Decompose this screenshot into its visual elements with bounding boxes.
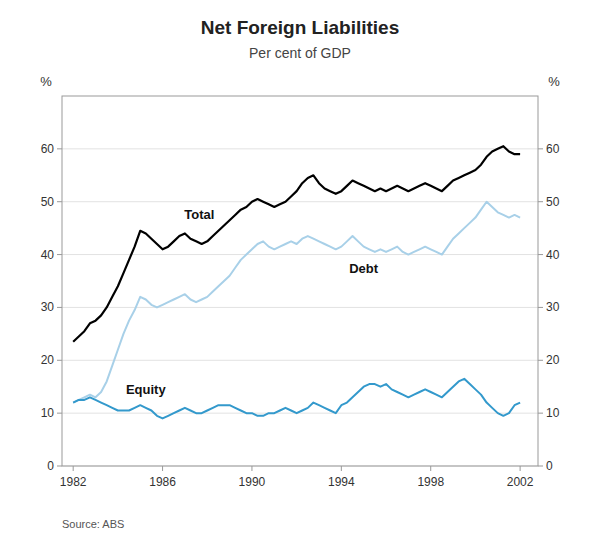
grid-line (62, 413, 538, 414)
y2-tick (538, 254, 543, 255)
y-tick (57, 201, 62, 202)
x-tick (73, 466, 74, 471)
subtitle: Per cent of GDP (249, 45, 351, 61)
y-tick (57, 466, 62, 467)
x-tick-label: 1990 (239, 475, 266, 489)
y2-tick-label: 20 (546, 353, 560, 367)
y2-tick (538, 360, 543, 361)
title: Net Foreign Liabilities (201, 17, 399, 38)
x-tick-label: 1998 (417, 475, 444, 489)
grid-line (62, 148, 538, 149)
x-tick-label: 1986 (149, 475, 176, 489)
y2-tick-label: 60 (546, 142, 560, 156)
series-label: Debt (349, 261, 379, 276)
y2-axis: 0 10 20 30 40 50 60% (538, 74, 560, 473)
y2-tick (538, 148, 543, 149)
source: Source: ABS (62, 518, 124, 530)
x-tick-label: 1982 (60, 475, 87, 489)
y-tick-label: 0 (47, 459, 54, 473)
series-line (73, 379, 520, 419)
y2-tick-label: 30 (546, 300, 560, 314)
series-label: Total (184, 207, 214, 222)
y-tick (57, 413, 62, 414)
grid-line (62, 307, 538, 308)
plot-frame (62, 96, 538, 466)
x-tick (520, 466, 521, 471)
y2-tick (538, 201, 543, 202)
y2-axis-label: % (548, 74, 560, 89)
y-tick (57, 307, 62, 308)
x-tick-label: 2002 (507, 475, 534, 489)
y-tick (57, 254, 62, 255)
y2-tick-label: 40 (546, 248, 560, 262)
y-axis: 0 10 20 30 40 50 60% (40, 74, 62, 473)
lines (73, 146, 520, 418)
grid-line (62, 201, 538, 202)
y2-tick-label: 50 (546, 195, 560, 209)
y-tick-label: 20 (41, 353, 55, 367)
x-tick (162, 466, 163, 471)
series-label: Equity (126, 382, 166, 397)
y2-tick-label: 10 (546, 406, 560, 420)
grid (62, 149, 538, 466)
series-labels: Total Debt Equity (126, 207, 379, 397)
y2-tick (538, 307, 543, 308)
x-tick-label: 1994 (328, 475, 355, 489)
grid-line (62, 254, 538, 255)
y-tick-label: 30 (41, 300, 55, 314)
y-tick-label: 60 (41, 142, 55, 156)
y2-tick (538, 413, 543, 414)
y-tick (57, 360, 62, 361)
x-tick (251, 466, 252, 471)
series-line (73, 146, 520, 342)
y-axis-label: % (40, 74, 52, 89)
chart: Net Foreign LiabilitiesPer cent of GDP01… (0, 0, 600, 544)
x-tick (430, 466, 431, 471)
y-tick-label: 10 (41, 406, 55, 420)
x-tick (341, 466, 342, 471)
grid-line (62, 360, 538, 361)
y-tick (57, 148, 62, 149)
y-tick-label: 40 (41, 248, 55, 262)
y2-tick (538, 466, 543, 467)
y-tick-label: 50 (41, 195, 55, 209)
x-axis: 1982 1986 1990 1994 1998 2002 (60, 466, 534, 489)
y2-tick-label: 0 (546, 459, 553, 473)
